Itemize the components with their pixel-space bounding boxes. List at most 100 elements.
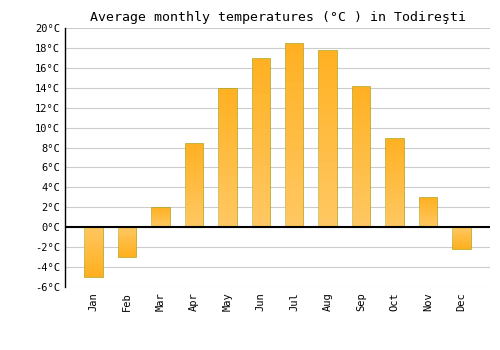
Bar <box>151 224 170 225</box>
Bar <box>118 251 136 252</box>
Bar <box>419 226 437 227</box>
Bar <box>218 132 236 139</box>
Bar <box>252 165 270 174</box>
Bar <box>419 205 437 207</box>
Bar <box>84 269 102 272</box>
Bar <box>352 153 370 160</box>
Bar <box>318 78 337 87</box>
Bar <box>419 219 437 221</box>
Bar <box>318 134 337 143</box>
Bar <box>318 143 337 153</box>
Bar <box>452 239 470 240</box>
Bar <box>184 218 203 223</box>
Title: Average monthly temperatures (°C ) in Todireşti: Average monthly temperatures (°C ) in To… <box>90 11 466 24</box>
Bar <box>352 160 370 168</box>
Bar <box>218 117 236 125</box>
Bar <box>184 147 203 152</box>
Bar <box>252 209 270 218</box>
Bar <box>84 246 102 248</box>
Bar <box>318 50 337 227</box>
Bar <box>118 227 136 229</box>
Bar <box>386 170 404 175</box>
Bar <box>184 223 203 227</box>
Bar <box>118 232 136 233</box>
Bar <box>419 199 437 201</box>
Bar <box>386 218 404 223</box>
Bar <box>218 88 236 227</box>
Bar <box>419 213 437 215</box>
Bar <box>184 214 203 218</box>
Bar <box>285 169 304 179</box>
Bar <box>419 216 437 218</box>
Bar <box>452 227 470 229</box>
Bar <box>352 145 370 153</box>
Bar <box>252 85 270 93</box>
Bar <box>285 52 304 62</box>
Bar <box>252 103 270 111</box>
Bar <box>352 168 370 175</box>
Bar <box>386 156 404 161</box>
Bar <box>184 196 203 201</box>
Bar <box>318 162 337 171</box>
Bar <box>452 235 470 237</box>
Bar <box>285 179 304 188</box>
Bar <box>151 207 170 227</box>
Bar <box>285 159 304 169</box>
Bar <box>118 248 136 249</box>
Bar <box>352 86 370 227</box>
Bar <box>386 189 404 194</box>
Bar <box>252 174 270 183</box>
Bar <box>318 115 337 125</box>
Bar <box>318 69 337 78</box>
Bar <box>386 152 404 156</box>
Bar <box>386 223 404 227</box>
Bar <box>218 220 236 227</box>
Bar <box>151 216 170 217</box>
Bar <box>118 238 136 240</box>
Bar <box>118 229 136 230</box>
Bar <box>318 199 337 209</box>
Bar <box>252 191 270 201</box>
Bar <box>218 205 236 212</box>
Bar <box>386 185 404 189</box>
Bar <box>419 197 437 199</box>
Bar <box>419 211 437 213</box>
Bar <box>252 76 270 85</box>
Bar <box>151 210 170 211</box>
Bar <box>184 156 203 160</box>
Bar <box>386 166 404 170</box>
Bar <box>352 197 370 205</box>
Bar <box>252 201 270 209</box>
Bar <box>352 116 370 123</box>
Bar <box>352 175 370 183</box>
Bar <box>452 233 470 234</box>
Bar <box>84 238 102 240</box>
Bar <box>184 183 203 187</box>
Bar <box>352 138 370 145</box>
Bar <box>84 227 102 230</box>
Bar <box>386 138 404 142</box>
Bar <box>218 183 236 190</box>
Bar <box>352 86 370 93</box>
Bar <box>151 211 170 212</box>
Bar <box>84 274 102 277</box>
Bar <box>452 229 470 230</box>
Bar <box>352 205 370 212</box>
Bar <box>218 161 236 168</box>
Bar <box>419 197 437 227</box>
Bar <box>118 237 136 238</box>
Bar <box>184 201 203 205</box>
Bar <box>218 139 236 147</box>
Bar <box>419 207 437 208</box>
Bar <box>218 198 236 205</box>
Bar <box>84 240 102 243</box>
Bar <box>318 125 337 134</box>
Bar <box>252 129 270 138</box>
Bar <box>419 204 437 205</box>
Bar <box>118 252 136 254</box>
Bar <box>419 221 437 223</box>
Bar <box>285 43 304 227</box>
Bar <box>386 194 404 199</box>
Bar <box>151 225 170 226</box>
Bar <box>419 201 437 202</box>
